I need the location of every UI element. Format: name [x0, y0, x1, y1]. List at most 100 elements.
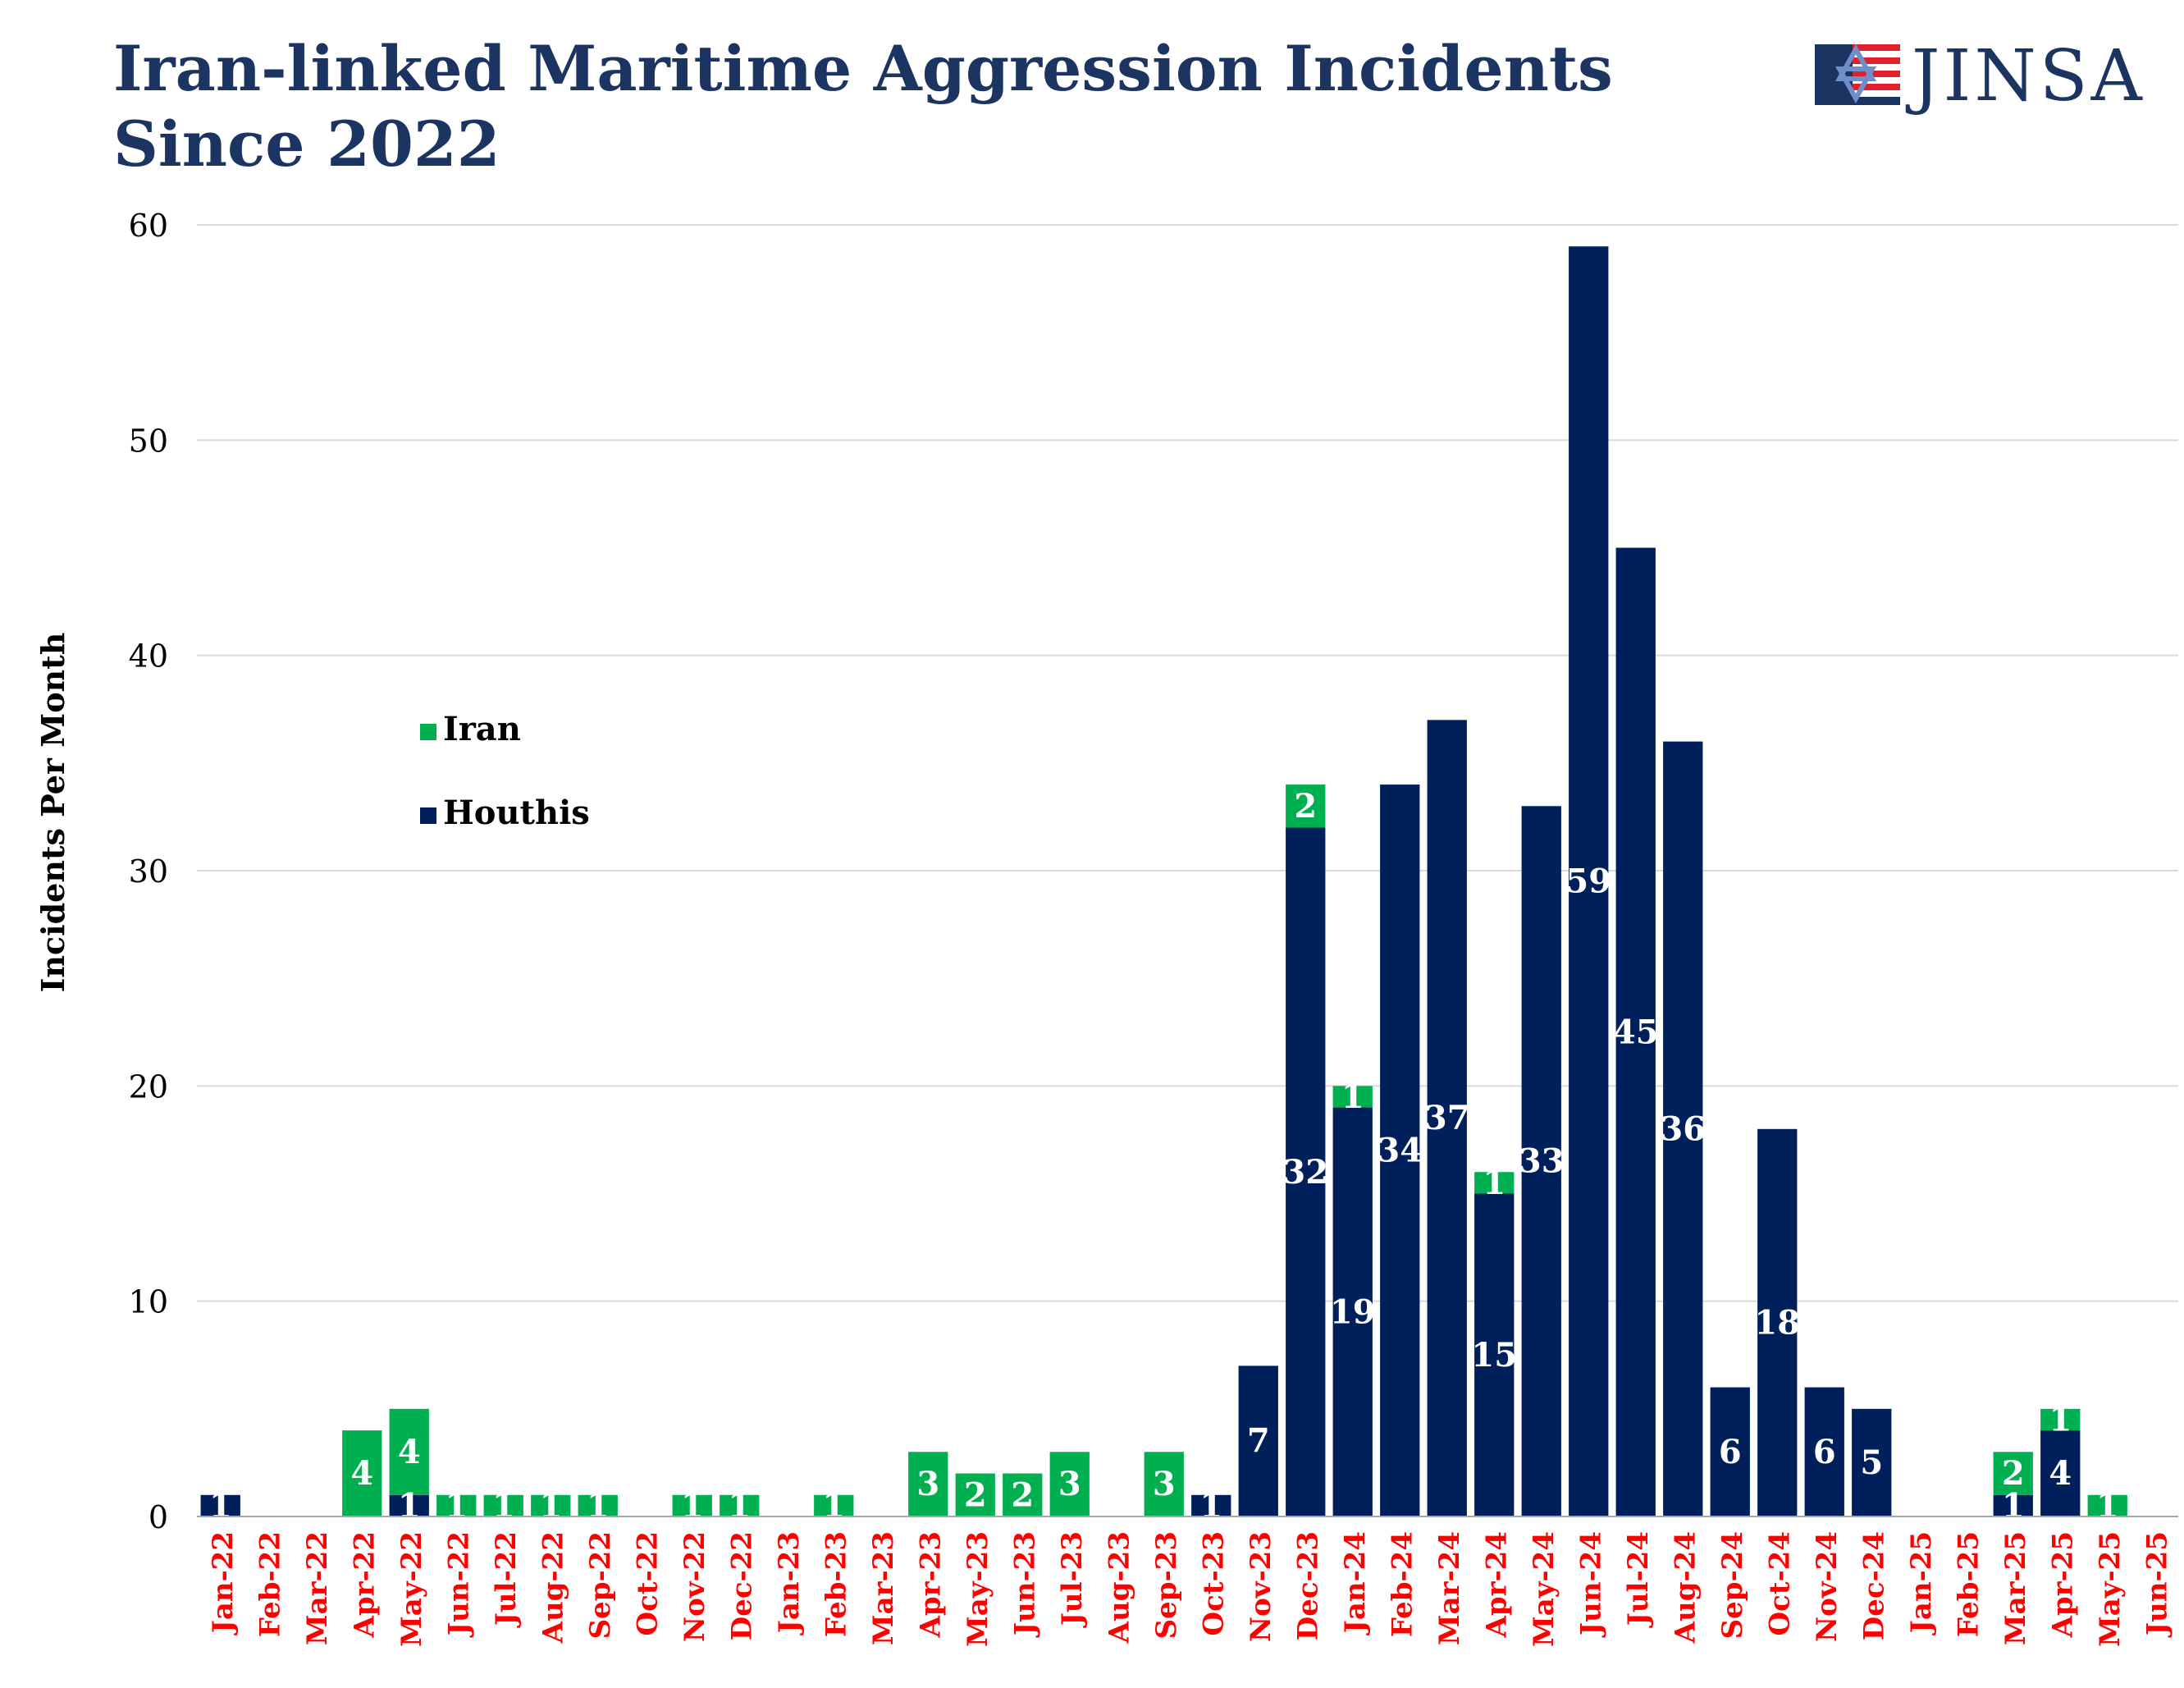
bar-houthis [1238, 1365, 1278, 1516]
x-axis-ticks: Jan-22 Feb-22 Mar-22 Apr-22 May-22 Jun-22 Jul-… [207, 1531, 2174, 1647]
bar-data-label: 1 [728, 1486, 751, 1525]
bar-data-label: 6 [1719, 1433, 1742, 1471]
bar-houthis [200, 1494, 240, 1516]
bar-data-label: 4 [398, 1433, 421, 1471]
x-tick-label: Sep-22 [584, 1531, 617, 1639]
x-tick-label: Feb-25 [1952, 1531, 1985, 1637]
bar-data-label: 37 [1424, 1099, 1470, 1137]
bar-houthis [1332, 1107, 1373, 1516]
bars [200, 246, 2127, 1516]
bar-data-label: 1 [2096, 1486, 2119, 1525]
bar-iran [2087, 1494, 2127, 1516]
bar-data-label: 3 [1153, 1465, 1176, 1503]
bar-houthis [1191, 1494, 1231, 1516]
bar-data-label: 1 [1199, 1486, 1222, 1525]
jinsa-logo: JINSA [1815, 35, 2145, 115]
bar-data-label: 5 [1860, 1443, 1883, 1482]
x-tick-label: Feb-22 [254, 1531, 286, 1637]
x-tick-label: Oct-23 [1197, 1531, 1230, 1635]
x-tick-label: Apr-22 [348, 1531, 381, 1639]
logo-text: JINSA [1905, 35, 2145, 115]
x-tick-label: Sep-23 [1150, 1531, 1183, 1639]
bar-data-label: 7 [1247, 1422, 1270, 1461]
bar-data-label: 1 [398, 1486, 421, 1525]
y-tick-label: 30 [129, 853, 168, 890]
x-tick-label: Dec-23 [1291, 1531, 1324, 1640]
bar-houthis [1663, 741, 1703, 1516]
y-axis-ticks: 0 10 20 30 40 50 60 [129, 208, 168, 1535]
bar-data-label: 1 [681, 1486, 704, 1525]
x-tick-label: Oct-24 [1763, 1531, 1796, 1635]
bar-data-label: 1 [539, 1486, 562, 1525]
legend-label-houthis: Houthis [443, 794, 590, 832]
bar-iran [1993, 1452, 2033, 1495]
bar-houthis [1804, 1387, 1844, 1516]
bar-data-label: 32 [1282, 1153, 1328, 1192]
bar-data-label: 2 [1294, 787, 1317, 826]
bar-iran [908, 1452, 948, 1516]
bar-iran [2040, 1408, 2081, 1431]
bar-data-label: 3 [1058, 1465, 1081, 1503]
bar-houthis [1474, 1193, 1515, 1516]
x-tick-label: Feb-24 [1386, 1531, 1419, 1637]
x-tick-label: Oct-22 [631, 1531, 664, 1635]
bar-data-label: 1 [2002, 1486, 2025, 1525]
y-tick-label: 60 [129, 208, 168, 244]
bar-data-label: 1 [1483, 1164, 1505, 1202]
legend-swatch-houthis [420, 807, 436, 824]
x-tick-label: Jan-23 [773, 1531, 806, 1635]
bar-data-label: 6 [1813, 1433, 1836, 1471]
bar-data-label: 4 [2049, 1454, 2072, 1493]
bar-data-label: 1 [822, 1486, 845, 1525]
bar-houthis [1757, 1128, 1798, 1516]
x-tick-label: Nov-23 [1245, 1531, 1277, 1642]
x-tick-label: Jul-22 [490, 1531, 523, 1628]
x-tick-label: Nov-22 [679, 1531, 711, 1642]
x-tick-label: Mar-22 [301, 1531, 334, 1645]
x-tick-label: Aug-24 [1669, 1531, 1702, 1644]
x-tick-label: May-25 [2094, 1531, 2127, 1647]
bar-data-label: 1 [1341, 1077, 1364, 1116]
bar-data-label: 18 [1754, 1303, 1800, 1342]
flag-icon [1815, 43, 1900, 105]
x-tick-label: Jan-24 [1339, 1531, 1372, 1635]
x-tick-label: Jun-24 [1574, 1531, 1607, 1638]
chart-title-line-1: Iran-linked Maritime Aggression Incident… [113, 32, 1613, 105]
y-tick-label: 40 [129, 638, 168, 675]
bar-data-label: 1 [2049, 1400, 2072, 1439]
x-tick-label: Apr-24 [1480, 1531, 1513, 1639]
x-tick-label: Jul-23 [1056, 1531, 1089, 1628]
bar-data-label: 2 [964, 1475, 987, 1514]
bar-houthis [1286, 827, 1326, 1516]
x-tick-label: Apr-25 [2046, 1531, 2079, 1639]
x-tick-label: May-23 [962, 1531, 994, 1647]
bar-houthis [1427, 720, 1467, 1516]
bar-iran [483, 1494, 523, 1516]
y-axis-label: Incidents Per Month [34, 633, 71, 993]
bar-iran [1049, 1452, 1090, 1516]
bar-data-label: 1 [445, 1486, 468, 1525]
y-tick-label: 10 [129, 1284, 168, 1320]
x-tick-label: Jan-22 [207, 1531, 240, 1635]
bar-iran [436, 1494, 477, 1516]
bar-houthis [1993, 1494, 2033, 1516]
bar-data-label: 36 [1660, 1109, 1706, 1148]
x-tick-label: Jan-25 [1905, 1531, 1938, 1635]
y-tick-label: 20 [129, 1068, 168, 1105]
bar-iran [1286, 785, 1326, 828]
bar-iran [955, 1473, 995, 1516]
bar-houthis [1710, 1387, 1750, 1516]
legend-label-iran: Iran [443, 710, 521, 748]
x-tick-label: May-22 [395, 1531, 428, 1647]
x-tick-label: Aug-22 [537, 1531, 569, 1644]
x-tick-label: Dec-24 [1857, 1531, 1890, 1640]
x-tick-label: Feb-23 [820, 1531, 852, 1637]
x-tick-label: Mar-25 [1999, 1531, 2032, 1645]
bar-iran [389, 1408, 429, 1495]
bar-iran [1474, 1172, 1515, 1194]
x-tick-label: Nov-24 [1811, 1531, 1844, 1642]
bar-iran [1332, 1086, 1373, 1108]
y-tick-label: 50 [129, 423, 168, 459]
bar-houthis [1380, 785, 1420, 1516]
bar-data-label: 45 [1613, 1013, 1659, 1051]
